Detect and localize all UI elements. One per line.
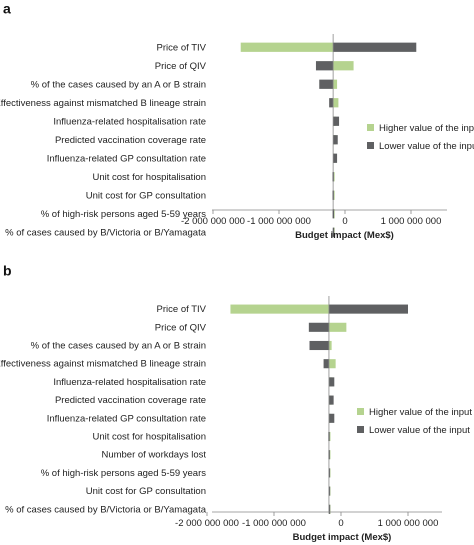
x-axis-label: Budget impact (Mex$) — [293, 532, 392, 543]
legend-label-higher: Higher value of the input — [379, 123, 474, 134]
bar-lower — [328, 486, 331, 496]
bar-lower — [328, 504, 331, 514]
category-label: Price of QIV — [155, 61, 207, 72]
bar-lower — [328, 395, 334, 405]
x-tick-label: -1 000 000 000 — [247, 216, 311, 227]
bar-lower — [332, 227, 335, 237]
category-label: % of cases caused by B/Victoria or B/Yam… — [5, 504, 207, 515]
category-label: % of cases caused by B/Victoria or B/Yam… — [5, 227, 207, 238]
category-label: Effectiveness against mismatched B linea… — [0, 359, 206, 370]
category-label: % of high-risk persons aged 5-59 years — [41, 468, 207, 479]
bar-lower — [333, 135, 338, 145]
category-label: Price of TIV — [157, 42, 207, 53]
category-label: Influenza-related GP consultation rate — [47, 153, 206, 164]
bar-lower — [328, 304, 408, 314]
category-label: % of the cases caused by an A or B strai… — [31, 341, 206, 352]
legend-swatch-lower — [367, 142, 374, 149]
bar-higher — [240, 42, 334, 52]
x-tick-label: 1 000 000 000 — [378, 518, 439, 529]
category-label: Influenza-related hospitalisation rate — [53, 116, 206, 127]
bar-higher — [328, 340, 332, 351]
category-label: % of the cases caused by an A or B strai… — [31, 79, 206, 90]
bar-higher — [333, 61, 354, 71]
x-axis-label: Budget impact (Mex$) — [295, 230, 394, 241]
panel-letter-b: b — [3, 263, 12, 279]
legend-label-higher: Higher value of the input — [369, 407, 472, 418]
bar-lower — [333, 42, 417, 52]
category-label: Number of workdays lost — [101, 450, 206, 461]
legend-label-lower: Lower value of the input — [379, 141, 474, 152]
category-label: Price of TIV — [157, 304, 207, 315]
x-tick-label: 0 — [342, 216, 347, 227]
category-label: Influenza-related hospitalisation rate — [53, 377, 206, 388]
bar-lower — [329, 98, 334, 108]
bar-lower — [309, 340, 329, 351]
bar-higher — [333, 79, 338, 89]
bar-lower — [333, 116, 340, 126]
x-tick-label: 1 000 000 000 — [381, 216, 442, 227]
legend-swatch-higher — [357, 408, 364, 415]
x-tick-label: -2 000 000 000 — [175, 518, 239, 529]
legend-swatch-lower — [357, 426, 364, 433]
bar-higher — [230, 304, 329, 314]
category-label: Influenza-related GP consultation rate — [47, 413, 206, 424]
panel-letter-a: a — [3, 1, 11, 17]
category-label: Effectiveness against mismatched B linea… — [0, 98, 206, 109]
category-label: Price of QIV — [155, 322, 207, 333]
bar-lower — [315, 61, 334, 71]
bar-higher — [328, 322, 347, 332]
bar-lower — [319, 79, 334, 89]
bar-lower — [328, 413, 335, 423]
bar-lower — [323, 359, 329, 369]
x-tick-label: 0 — [338, 518, 343, 529]
legend-label-lower: Lower value of the input — [369, 425, 470, 436]
legend-swatch-higher — [367, 124, 374, 131]
bar-lower — [328, 377, 335, 387]
bar-higher — [328, 359, 336, 369]
x-tick-label: -2 000 000 000 — [181, 216, 245, 227]
category-label: Unit cost for hospitalisation — [92, 432, 206, 443]
category-label: Unit cost for GP consultation — [86, 190, 206, 201]
category-label: Predicted vaccination coverage rate — [55, 135, 206, 146]
bar-lower — [333, 153, 338, 163]
bar-lower — [332, 209, 335, 219]
x-tick-label: -1 000 000 000 — [242, 518, 306, 529]
bar-higher — [333, 98, 339, 108]
bar-lower — [308, 322, 329, 332]
category-label: % of high-risk persons aged 5-59 years — [41, 209, 207, 220]
category-label: Predicted vaccination coverage rate — [55, 395, 206, 406]
category-label: Unit cost for hospitalisation — [92, 172, 206, 183]
category-label: Unit cost for GP consultation — [86, 486, 206, 497]
